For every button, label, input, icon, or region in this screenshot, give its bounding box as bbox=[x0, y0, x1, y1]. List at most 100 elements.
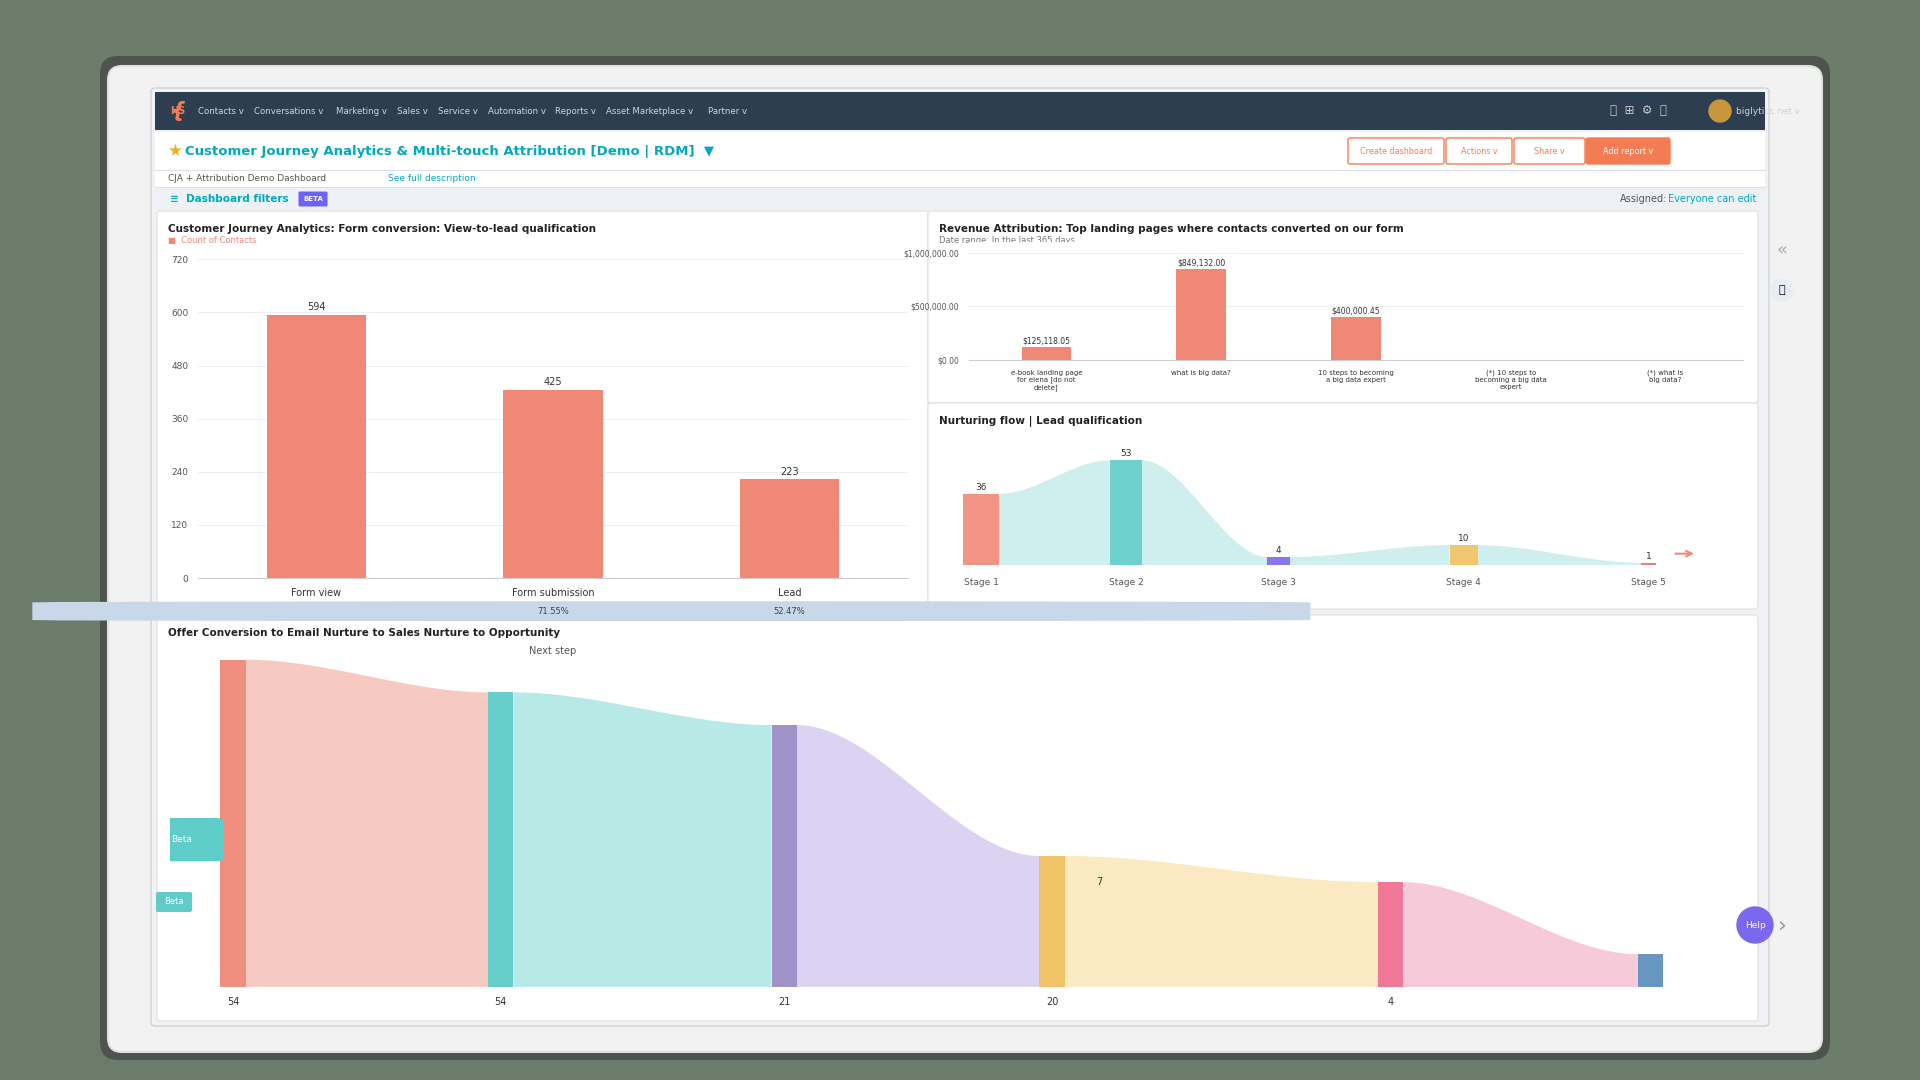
Bar bbox=[1331, 318, 1380, 360]
Text: 4: 4 bbox=[1388, 997, 1394, 1007]
Polygon shape bbox=[1478, 545, 1642, 565]
Text: Nurturing flow | Lead qualification: Nurturing flow | Lead qualification bbox=[939, 416, 1142, 427]
Text: Offer Conversion to Email Nurture to Sales Nurture to Opportunity: Offer Conversion to Email Nurture to Sal… bbox=[169, 627, 561, 638]
Text: 54: 54 bbox=[495, 997, 507, 1007]
Text: Automation v: Automation v bbox=[488, 107, 547, 116]
Text: Help: Help bbox=[1745, 920, 1764, 930]
FancyBboxPatch shape bbox=[157, 615, 1759, 1021]
Text: Contacts v: Contacts v bbox=[198, 107, 244, 116]
Bar bbox=[1039, 856, 1064, 987]
Text: BETA: BETA bbox=[303, 195, 323, 202]
Text: 223: 223 bbox=[780, 467, 799, 476]
FancyBboxPatch shape bbox=[152, 87, 1768, 1026]
Bar bbox=[267, 315, 367, 578]
Bar bbox=[772, 725, 797, 987]
Polygon shape bbox=[1290, 545, 1450, 565]
Text: Assigned:: Assigned: bbox=[1620, 194, 1667, 204]
Text: Sales v: Sales v bbox=[397, 107, 428, 116]
Text: Add report v: Add report v bbox=[1603, 147, 1653, 156]
Text: «: « bbox=[1776, 241, 1788, 259]
Text: Asset Marketplace v: Asset Marketplace v bbox=[605, 107, 693, 116]
FancyBboxPatch shape bbox=[298, 191, 328, 206]
Polygon shape bbox=[1142, 460, 1267, 565]
Text: Customer Journey Analytics & Multi-touch Attribution [Demo | RDM]  ▼: Customer Journey Analytics & Multi-touch… bbox=[184, 145, 714, 158]
Text: {: { bbox=[171, 102, 186, 121]
Polygon shape bbox=[246, 660, 488, 987]
Text: 36: 36 bbox=[975, 483, 987, 492]
Text: 10: 10 bbox=[1457, 535, 1469, 543]
Bar bbox=[156, 92, 1764, 130]
FancyBboxPatch shape bbox=[1446, 138, 1513, 164]
FancyBboxPatch shape bbox=[1348, 138, 1444, 164]
Text: biglytics.net v: biglytics.net v bbox=[1736, 107, 1801, 116]
Text: Stage 2: Stage 2 bbox=[1108, 578, 1142, 586]
Polygon shape bbox=[1064, 856, 1379, 987]
Text: $849,132.00: $849,132.00 bbox=[1177, 258, 1225, 268]
FancyBboxPatch shape bbox=[157, 211, 927, 609]
FancyBboxPatch shape bbox=[927, 403, 1759, 609]
Text: 425: 425 bbox=[543, 377, 563, 388]
FancyBboxPatch shape bbox=[108, 66, 1822, 1052]
Text: 53: 53 bbox=[1119, 449, 1131, 459]
Bar bbox=[1177, 269, 1227, 360]
Text: 🔍  ⊞  ⚙  🔔: 🔍 ⊞ ⚙ 🔔 bbox=[1611, 105, 1667, 118]
Polygon shape bbox=[513, 692, 772, 987]
Text: Everyone can edit: Everyone can edit bbox=[1668, 194, 1757, 204]
Bar bbox=[739, 480, 839, 578]
Text: ›: › bbox=[1778, 915, 1788, 935]
Circle shape bbox=[1738, 907, 1772, 943]
Polygon shape bbox=[797, 725, 1039, 987]
Text: Marketing v: Marketing v bbox=[336, 107, 388, 116]
Text: Stage 1: Stage 1 bbox=[964, 578, 998, 586]
Text: $400,000.45: $400,000.45 bbox=[1332, 307, 1380, 315]
Bar bbox=[1642, 563, 1655, 565]
Text: 4: 4 bbox=[1277, 546, 1281, 555]
Text: Beta: Beta bbox=[165, 897, 184, 906]
Text: Share v: Share v bbox=[1534, 147, 1565, 156]
FancyBboxPatch shape bbox=[269, 602, 1309, 621]
Text: HS: HS bbox=[171, 106, 186, 116]
Text: 52.47%: 52.47% bbox=[774, 607, 806, 616]
Text: 7: 7 bbox=[1096, 877, 1102, 887]
Text: Revenue Attribution: Top landing pages where contacts converted on our form: Revenue Attribution: Top landing pages w… bbox=[939, 224, 1404, 234]
Bar bbox=[1267, 557, 1290, 565]
Text: Beta: Beta bbox=[171, 835, 192, 845]
Bar bbox=[156, 188, 1764, 210]
Text: 💬: 💬 bbox=[1778, 285, 1786, 295]
Bar bbox=[1110, 460, 1142, 565]
Bar bbox=[488, 692, 513, 987]
Text: ≡  Dashboard filters: ≡ Dashboard filters bbox=[171, 194, 288, 204]
Text: 21: 21 bbox=[778, 997, 791, 1007]
Bar bbox=[156, 170, 1764, 187]
FancyBboxPatch shape bbox=[140, 818, 223, 861]
Text: Partner v: Partner v bbox=[708, 107, 747, 116]
Bar bbox=[1379, 882, 1404, 987]
FancyBboxPatch shape bbox=[1515, 138, 1586, 164]
Text: 1: 1 bbox=[1645, 552, 1651, 561]
Text: Stage 5: Stage 5 bbox=[1632, 578, 1667, 586]
Bar bbox=[503, 390, 603, 578]
Bar bbox=[1638, 955, 1663, 987]
Text: $125,118.05: $125,118.05 bbox=[1021, 336, 1069, 346]
FancyBboxPatch shape bbox=[100, 56, 1830, 1059]
Text: See full description: See full description bbox=[388, 174, 476, 183]
Text: 594: 594 bbox=[307, 302, 326, 312]
Text: Stage 3: Stage 3 bbox=[1261, 578, 1296, 586]
Text: 20: 20 bbox=[1046, 997, 1058, 1007]
Bar bbox=[221, 660, 246, 987]
Bar bbox=[1450, 545, 1478, 565]
Text: ★: ★ bbox=[169, 141, 182, 160]
FancyBboxPatch shape bbox=[156, 892, 192, 912]
Bar bbox=[156, 132, 1764, 170]
Text: Service v: Service v bbox=[438, 107, 478, 116]
Bar bbox=[964, 494, 998, 565]
Text: 54: 54 bbox=[227, 997, 240, 1007]
Text: Create dashboard: Create dashboard bbox=[1359, 147, 1432, 156]
Text: Date range: In the last 365 days: Date range: In the last 365 days bbox=[939, 237, 1075, 245]
FancyBboxPatch shape bbox=[927, 211, 1759, 403]
Polygon shape bbox=[1404, 882, 1638, 987]
Circle shape bbox=[1709, 100, 1732, 122]
Text: Customer Journey Analytics: Form conversion: View-to-lead qualification: Customer Journey Analytics: Form convers… bbox=[169, 224, 595, 234]
Text: Actions v: Actions v bbox=[1461, 147, 1498, 156]
Polygon shape bbox=[998, 460, 1110, 565]
